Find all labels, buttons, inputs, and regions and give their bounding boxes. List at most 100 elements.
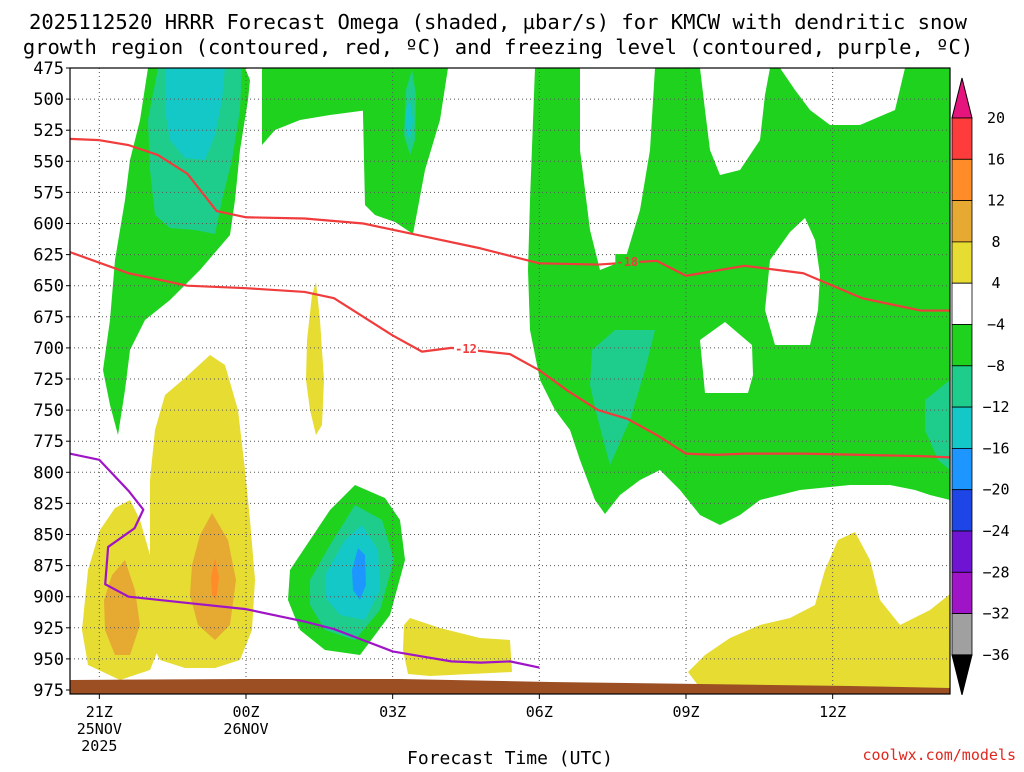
x-tick-label: 00Z (232, 703, 259, 721)
colorbar-label: −28 (982, 563, 1009, 581)
y-tick-label: 675 (33, 308, 64, 328)
x-tick-label: 26NOV (223, 720, 268, 738)
colorbar-segment (951, 365, 973, 408)
omega-green-region (362, 68, 448, 234)
omega-green-region (262, 68, 370, 145)
x-tick-label: 2025 (81, 737, 117, 755)
colorbar-label: −8 (987, 357, 1005, 375)
omega-yellow-region (306, 282, 324, 435)
y-tick-label: 575 (33, 183, 64, 203)
colorbar-cap-top (951, 77, 973, 119)
y-tick-label: 950 (33, 650, 64, 670)
colorbar-segment (951, 406, 973, 449)
omega-orange-region (104, 560, 140, 655)
colorbar-segment (951, 282, 973, 325)
y-tick-label: 600 (33, 215, 64, 235)
contour-line (70, 251, 950, 459)
credit-link[interactable]: coolwx.com/models (862, 746, 1016, 764)
y-tick-label: 775 (33, 432, 64, 452)
omega-lowlevel-blob (288, 485, 405, 655)
plot-border (69, 67, 951, 695)
omega-teal-region (925, 380, 950, 470)
y-tick-label: 900 (33, 588, 64, 608)
colorbar-segment (951, 158, 973, 202)
grid-lines (70, 68, 950, 694)
omega-weak-hole (780, 68, 905, 125)
x-tick-label: 25NOV (77, 720, 122, 738)
colorbar-label: −12 (982, 398, 1009, 416)
x-axis-title: Forecast Time (UTC) (407, 748, 613, 768)
y-tick-label: 850 (33, 526, 64, 546)
colorbar-segment (951, 613, 973, 656)
colorbar-label: −32 (982, 605, 1009, 623)
y-tick-label: 475 (33, 59, 64, 79)
y-tick-label: 800 (33, 463, 64, 483)
y-tick-label: 625 (33, 246, 64, 266)
omega-weak-hole (700, 68, 770, 175)
contour-label-bg (615, 254, 640, 269)
colorbar-cap-bottom (951, 654, 973, 696)
x-tick-label: 06Z (526, 703, 553, 721)
y-tick-label: 925 (33, 619, 64, 639)
colorbar-label: 8 (991, 233, 1000, 251)
contour-line (70, 452, 540, 669)
y-tick-label: 875 (33, 557, 64, 577)
omega-downward-shading (82, 282, 950, 694)
omega-strong-upward (148, 68, 950, 470)
colorbar-segment (951, 489, 973, 532)
chart-title-line1: 2025112520 HRRR Forecast Omega (shaded, … (29, 10, 968, 34)
colorbar-label: 20 (987, 109, 1005, 127)
contour-label-bg (454, 341, 478, 356)
omega-blue-region (352, 548, 366, 600)
colorbar-segment (951, 324, 973, 367)
omega-weak-hole (700, 322, 753, 393)
x-tick-label: 12Z (819, 703, 846, 721)
colorbar-segment (951, 530, 973, 573)
colorbar-label: −24 (982, 522, 1009, 540)
y-tick-label: 550 (33, 152, 64, 172)
colorbar-segment (951, 241, 973, 284)
omega-cyan-region (406, 100, 413, 140)
colorbar-segment (951, 571, 973, 614)
colorbar-label: 12 (987, 192, 1005, 210)
colorbar-segment (951, 447, 973, 491)
contour-label: -12 (455, 342, 477, 356)
colorbar-label: −4 (987, 316, 1005, 334)
x-tick-label: 09Z (672, 703, 699, 721)
y-tick-label: 525 (33, 121, 64, 141)
chart-title-line2: growth region (contoured, red, ºC) and f… (23, 35, 973, 59)
y-axis: 475 500 525 550 575 600 625 650 675 700 725 750 775 8… (33, 59, 70, 701)
omega-yellow-region (688, 532, 950, 694)
omega-green-region (528, 68, 950, 525)
plot-area: -18 -12 (70, 68, 950, 694)
temperature-contours: -18 -12 (70, 137, 950, 669)
colorbar: 20 16 12 8 4 −4 −8 −12 −16 −20 −24 −28 −32 −36 (951, 77, 1010, 696)
colorbar-label: −36 (982, 646, 1009, 664)
omega-weak-holes (700, 68, 905, 393)
y-tick-label: 750 (33, 401, 64, 421)
x-tick-label: 03Z (379, 703, 406, 721)
y-tick-label: 825 (33, 494, 64, 514)
omega-weak-hole (765, 218, 820, 345)
omega-red-core (211, 558, 219, 600)
contour-label: -18 (616, 255, 638, 269)
colorbar-label: −20 (982, 481, 1009, 499)
omega-cyan-region (165, 68, 225, 160)
y-tick-label: 725 (33, 370, 64, 390)
y-tick-label: 500 (33, 90, 64, 110)
ground-surface (70, 679, 950, 694)
colorbar-label: 4 (991, 274, 1000, 292)
y-tick-label: 650 (33, 277, 64, 297)
colorbar-label: 16 (987, 150, 1005, 168)
omega-teal-region (590, 330, 655, 465)
colorbar-segment (951, 200, 973, 243)
x-tick-label: 21Z (86, 703, 113, 721)
colorbar-segment (951, 117, 973, 160)
y-tick-label: 975 (33, 681, 64, 701)
y-tick-label: 700 (33, 339, 64, 359)
contour-line (70, 137, 950, 312)
colorbar-label: −16 (982, 439, 1009, 457)
